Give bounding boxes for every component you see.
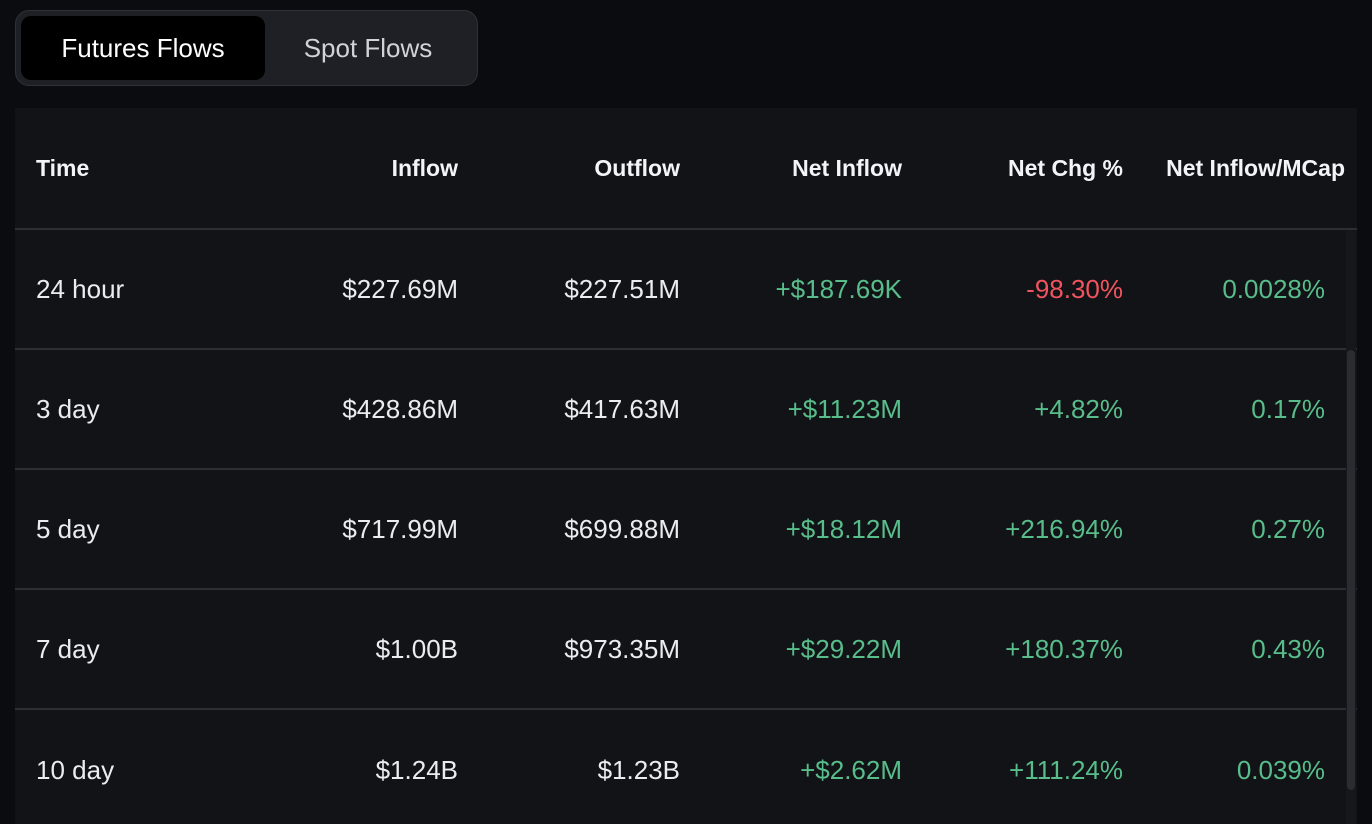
table-header-row: Time Inflow Outflow Net Inflow Net Chg %… [15,108,1357,230]
cell-time: 5 day [36,513,100,544]
table-row: 10 day $1.24B $1.23B +$2.62M +111.24% 0.… [15,710,1357,824]
cell-time: 3 day [36,393,100,424]
cell-net-chg: +180.37% [1005,633,1123,664]
cell-outflow: $699.88M [564,513,680,544]
cell-inflow: $1.00B [375,633,458,664]
header-net-chg[interactable]: Net Chg % [1008,154,1123,181]
cell-net-inflow: +$2.62M [800,754,902,785]
cell-net-inflow: +$18.12M [785,513,902,544]
cell-time: 10 day [36,754,115,785]
cell-net-chg: -98.30% [1026,273,1123,304]
cell-net-inflow: +$11.23M [787,393,902,424]
cell-net-chg: +111.24% [1009,754,1123,785]
table-row: 24 hour $227.69M $227.51M +$187.69K -98.… [15,230,1357,350]
cell-outflow: $417.63M [564,393,680,424]
cell-net-inflow-mcap: 0.039% [1236,754,1325,785]
cell-inflow: $717.99M [342,513,458,544]
cell-inflow: $1.24B [375,754,458,785]
table-row: 5 day $717.99M $699.88M +$18.12M +216.94… [15,470,1357,590]
cell-time: 7 day [36,633,100,664]
flows-table: Time Inflow Outflow Net Inflow Net Chg %… [15,108,1357,824]
cell-outflow: $973.35M [564,633,680,664]
table-row: 7 day $1.00B $973.35M +$29.22M +180.37% … [15,590,1357,710]
cell-inflow: $428.86M [342,393,458,424]
cell-outflow: $1.23B [597,754,680,785]
cell-inflow: $227.69M [342,273,458,304]
header-net-inflow[interactable]: Net Inflow [792,154,902,181]
vertical-scrollbar[interactable] [1346,230,1356,824]
cell-net-chg: +216.94% [1005,513,1123,544]
header-net-inflow-mcap[interactable]: Net Inflow/MCap [1166,154,1345,181]
table-row: 3 day $428.86M $417.63M +$11.23M +4.82% … [15,350,1357,470]
cell-net-chg: +4.82% [1034,393,1123,424]
tab-spot-flows[interactable]: Spot Flows [303,32,433,63]
tab-futures-flows[interactable]: Futures Flows [21,16,265,80]
cell-net-inflow-mcap: 0.17% [1251,393,1325,424]
cell-time: 24 hour [36,273,125,304]
cell-outflow: $227.51M [564,273,680,304]
header-time[interactable]: Time [36,154,90,181]
cell-net-inflow-mcap: 0.27% [1251,513,1325,544]
cell-net-inflow-mcap: 0.43% [1251,633,1325,664]
header-inflow[interactable]: Inflow [391,154,458,181]
flow-type-tabs: Futures Flows Spot Flows [15,10,478,86]
cell-net-inflow: +$187.69K [775,273,902,304]
cell-net-inflow-mcap: 0.0028% [1222,273,1325,304]
header-outflow[interactable]: Outflow [594,154,680,181]
cell-net-inflow: +$29.22M [785,633,902,664]
scrollbar-thumb[interactable] [1347,350,1355,790]
